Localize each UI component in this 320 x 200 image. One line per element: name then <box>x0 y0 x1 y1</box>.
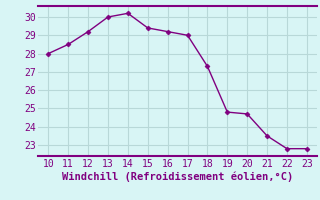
X-axis label: Windchill (Refroidissement éolien,°C): Windchill (Refroidissement éolien,°C) <box>62 172 293 182</box>
